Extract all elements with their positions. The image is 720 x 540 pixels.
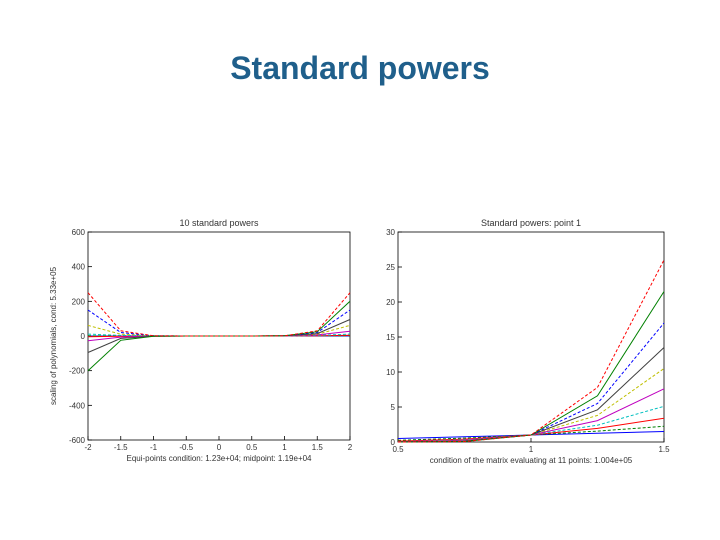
left-xtick-label: -1	[150, 443, 158, 452]
left-series-line-10	[87, 292, 351, 337]
left-series-line-9	[87, 300, 351, 372]
left-ytick-label: 600	[72, 228, 86, 237]
right-series-line-2	[397, 425, 665, 441]
right-series-line-7	[397, 347, 665, 443]
right-ytick-label: 30	[386, 228, 395, 237]
right-xtick-label: 0.5	[392, 445, 404, 454]
right-x-axis-label: condition of the matrix evaluating at 11…	[430, 456, 633, 465]
left-xtick-label: 0	[217, 443, 222, 452]
right-series-line-6	[397, 368, 665, 443]
right-series-line-9	[397, 291, 665, 443]
left-xtick-label: -1.5	[114, 443, 128, 452]
left-xtick-label: 1	[282, 443, 287, 452]
left-xtick-label: 0.5	[246, 443, 258, 452]
right-ytick-label: 15	[386, 333, 395, 342]
left-xtick-label: -0.5	[179, 443, 193, 452]
right-ytick-label: 5	[391, 403, 396, 412]
left-xtick-label: 2	[348, 443, 353, 452]
right-xtick-label: 1	[529, 445, 534, 454]
left-ytick-label: -200	[69, 367, 86, 376]
left-ytick-label: -600	[69, 436, 86, 445]
right-series-line-10	[397, 259, 665, 443]
left-xtick-label: -2	[84, 443, 92, 452]
left-ytick-label: 200	[72, 297, 86, 306]
right-ytick-label: 0	[391, 438, 396, 447]
slide-title: Standard powers	[230, 50, 490, 86]
right-series-line-8	[397, 322, 665, 443]
left-xtick-label: 1.5	[312, 443, 324, 452]
right-ytick-label: 10	[386, 368, 395, 377]
left-x-axis-label: Equi-points condition: 1.23e+04; midpoin…	[126, 454, 312, 463]
left-ytick-label: -400	[69, 401, 86, 410]
right-xtick-label: 1.5	[658, 445, 670, 454]
right-ytick-label: 20	[386, 298, 395, 307]
left-series-line-8	[87, 309, 351, 337]
left-y-axis-label: scaling of polynomials, cond: 5.33e+05	[49, 266, 58, 405]
right-ytick-label: 25	[386, 263, 395, 272]
right-chart-title: Standard powers: point 1	[481, 218, 581, 228]
left-ytick-label: 400	[72, 263, 86, 272]
left-chart-title: 10 standard powers	[179, 218, 259, 228]
left-ytick-label: 0	[81, 332, 86, 341]
